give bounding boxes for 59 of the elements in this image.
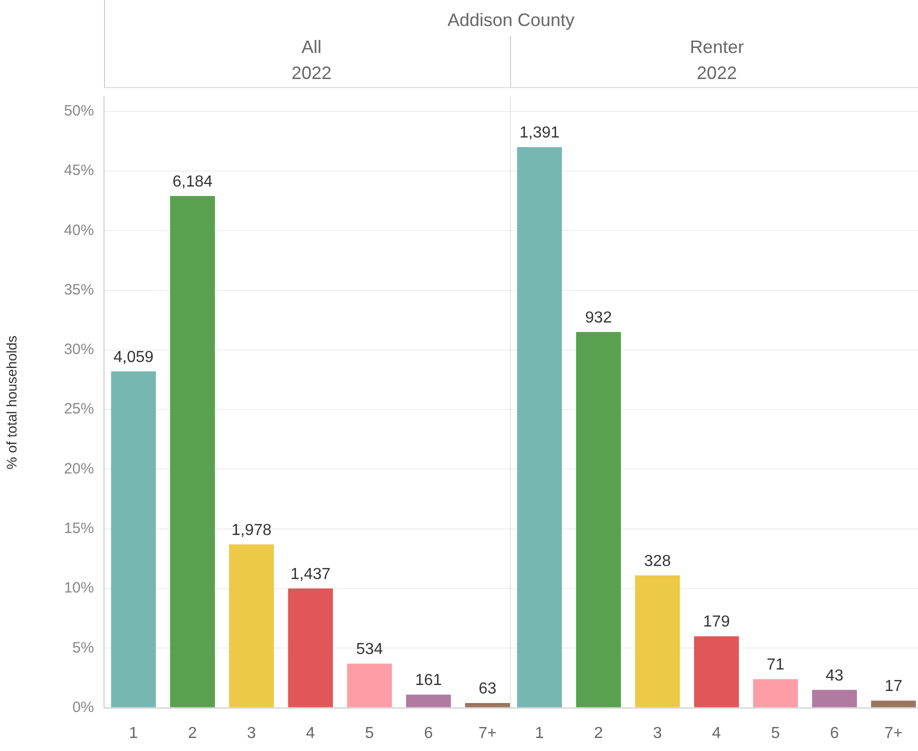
y-tick-label: 50% [64,102,94,120]
y-tick-label: 35% [64,281,94,298]
y-tick-label: 20% [64,460,94,478]
bar [871,700,916,708]
annotation: 179 [703,614,730,631]
chart-subtitle: 2022 [696,63,738,84]
bar [229,544,274,708]
bar [170,196,215,708]
x-tick-label: 5 [365,724,374,742]
x-tick-label: 5 [771,724,780,742]
y-tick-label: 5% [72,639,94,656]
x-tick-label: 4 [306,724,316,742]
y-tick-label: 40% [64,222,94,239]
chart-subtitle: 2022 [290,63,333,84]
bar [635,575,680,708]
annotation: 1,437 [290,566,331,583]
annotation: 4,059 [113,348,154,366]
bar [576,332,622,708]
annotation: 6,184 [172,173,213,190]
bar [465,703,510,708]
bar [812,690,858,708]
annotation: 71 [766,656,785,674]
y-tick-label: 10% [64,580,94,597]
annotation: 534 [356,641,383,658]
annotation: 63 [478,680,496,698]
annotation: 17 [884,678,903,696]
text: Addison County [446,10,576,31]
x-tick-label: 1 [129,724,138,742]
annotation: 932 [585,309,612,326]
x-tick-label: 4 [712,724,722,742]
y-tick-label: 30% [64,341,94,358]
annotation: 1,978 [231,522,272,539]
annotation: 161 [415,672,442,690]
chart-title: Renter [688,37,745,58]
y-tick-label: 25% [64,400,94,418]
x-tick-label: 2 [188,724,198,742]
bar [694,636,740,708]
chart-title: All [300,37,322,58]
bar [288,588,333,708]
x-tick-label: 6 [424,724,434,742]
y-axis-title: % of total households [3,335,20,470]
x-tick-label: 6 [830,724,840,742]
bar [517,147,562,708]
annotation: 328 [644,552,672,570]
annotation: 43 [826,667,844,684]
x-tick-label: 1 [535,724,544,742]
y-tick-label: 0% [72,698,94,716]
bar [111,371,156,708]
x-tick-label: 7+ [478,724,497,742]
x-tick-label: 2 [594,724,604,742]
annotation: 1,391 [520,124,560,142]
x-tick-label: 3 [653,724,662,742]
x-tick-label: 7+ [884,724,903,742]
x-tick-label: 3 [247,724,256,742]
y-tick-label: 15% [64,520,94,537]
bar [347,664,392,708]
bar [406,694,451,708]
y-tick-label: 45% [64,162,94,180]
bar [753,679,798,708]
